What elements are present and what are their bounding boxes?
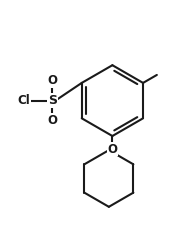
Text: Cl: Cl xyxy=(18,94,30,107)
Text: O: O xyxy=(47,114,57,127)
Text: O: O xyxy=(47,74,57,87)
Text: S: S xyxy=(48,94,57,107)
Text: O: O xyxy=(107,143,117,156)
